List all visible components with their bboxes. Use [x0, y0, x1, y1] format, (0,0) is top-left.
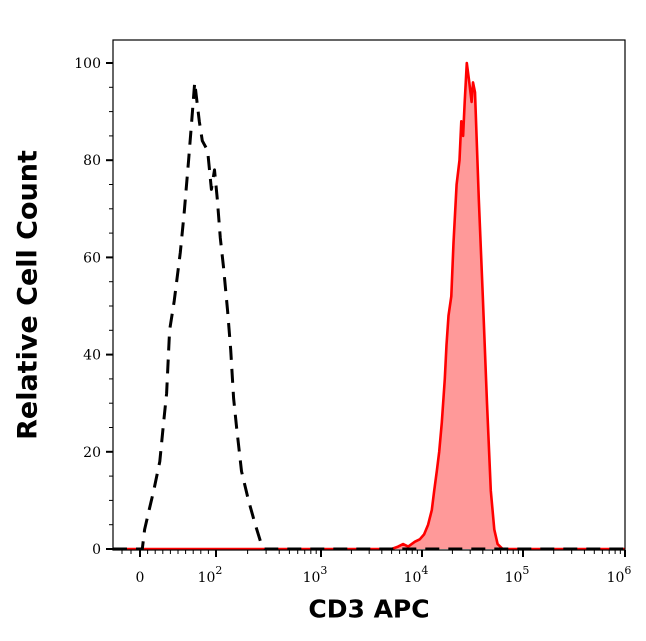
x-tick-label: 105 [505, 564, 530, 586]
x-tick-label: 106 [607, 564, 632, 586]
series-line-isotype-control [113, 80, 625, 551]
series-layer [113, 61, 625, 551]
y-tick-label: 0 [92, 542, 101, 558]
x-tick-label: 104 [404, 564, 429, 586]
x-axis: 0 102 103 104 105 106 [121, 550, 632, 586]
x-axis-label: CD3 APC [308, 594, 430, 624]
y-axis: 0 20 40 60 80 100 [74, 56, 113, 558]
plot-frame [112, 39, 626, 551]
x-tick-label: 102 [198, 564, 223, 586]
series-line-cd3-apc [113, 61, 625, 551]
y-tick-label: 60 [83, 250, 101, 266]
x-tick-label: 0 [136, 570, 145, 586]
y-tick-label: 20 [83, 445, 101, 461]
x-tick-label: 103 [303, 564, 328, 586]
y-tick-label: 100 [74, 56, 101, 72]
y-tick-label: 40 [83, 348, 101, 364]
y-axis-label: Relative Cell Count [12, 150, 44, 440]
y-tick-label: 80 [83, 153, 101, 169]
